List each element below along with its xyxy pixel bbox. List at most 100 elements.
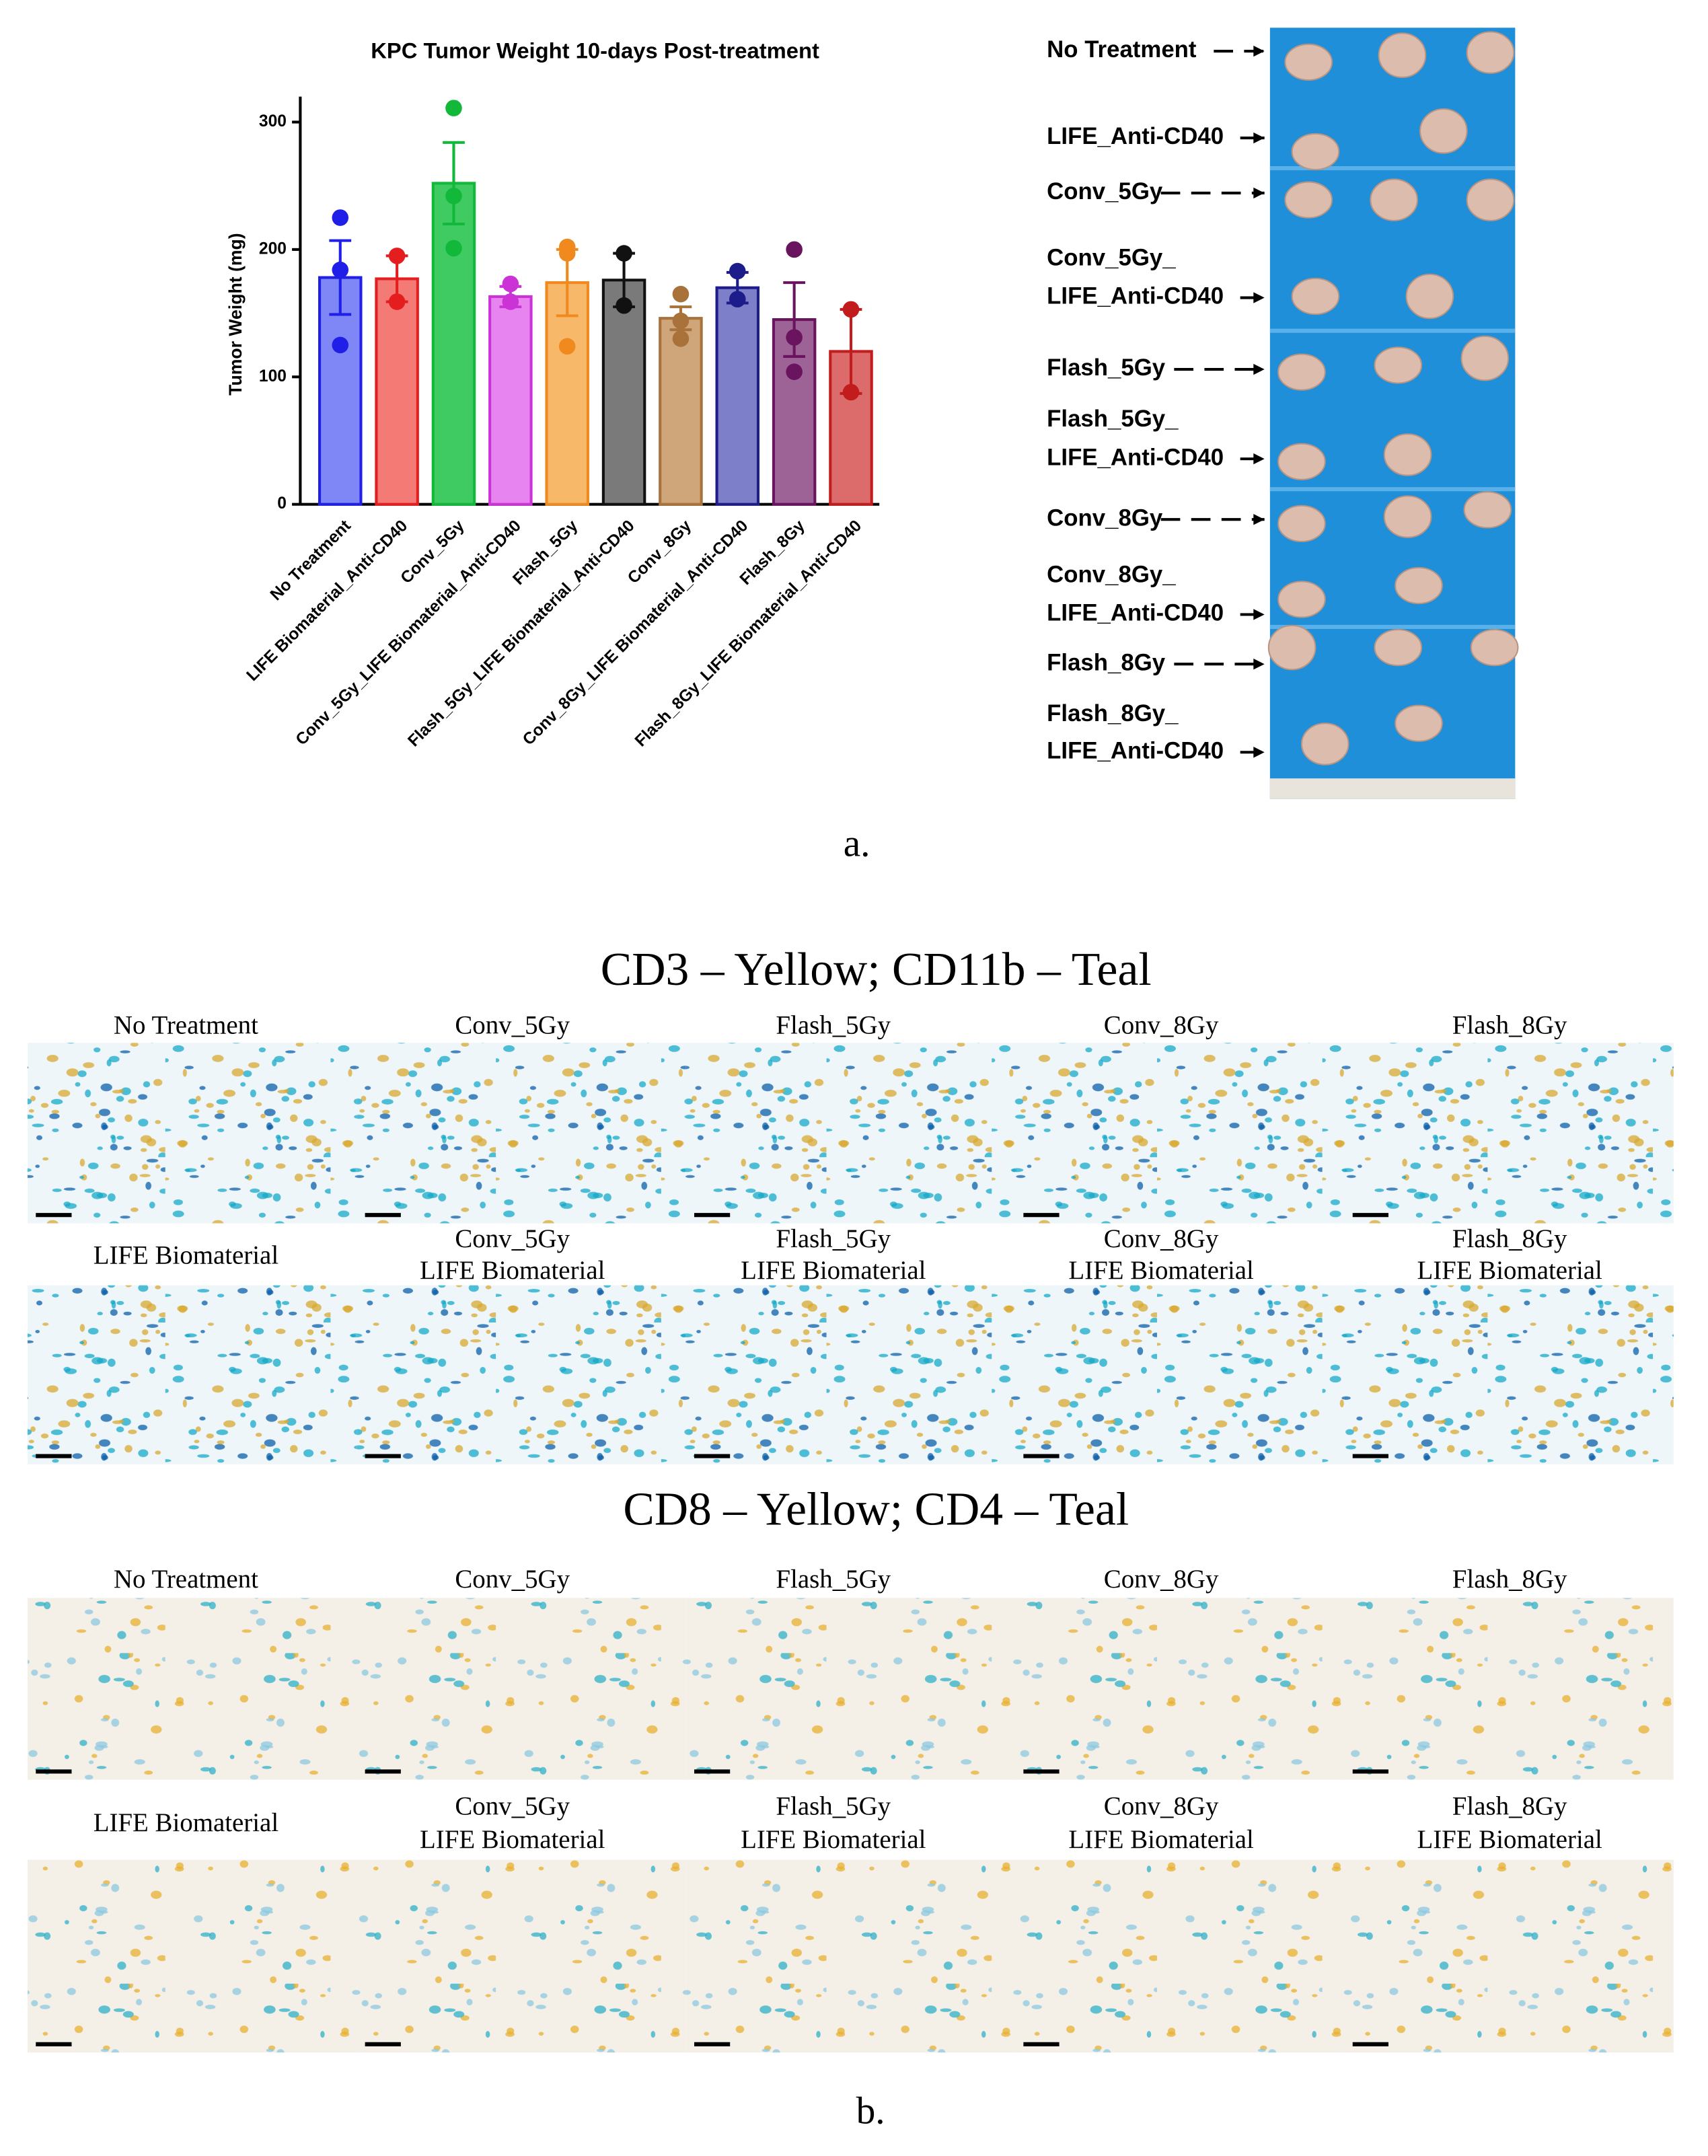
panel-title: CD3 – Yellow; CD11b – Teal	[601, 944, 1152, 996]
data-point	[445, 100, 462, 116]
bar	[715, 286, 760, 506]
tile-label: Flash_5Gy	[776, 1565, 891, 1594]
panel-title: CD8 – Yellow; CD4 – Teal	[623, 1484, 1129, 1536]
arrowhead	[1253, 609, 1265, 620]
photo-label: Flash_5Gy	[1047, 355, 1166, 381]
data-point	[672, 312, 690, 330]
tile-label: Conv_8Gy	[1104, 1224, 1219, 1253]
micrograph	[685, 1043, 1016, 1224]
tumor	[1460, 335, 1510, 381]
tumor	[1395, 704, 1443, 742]
tumor	[1267, 624, 1316, 671]
bar	[545, 281, 589, 506]
data-point	[502, 293, 519, 310]
tile-label: Flash_8Gy	[1452, 1011, 1567, 1040]
photo-label: Conv_8Gy	[1047, 505, 1163, 531]
data-point	[616, 245, 632, 262]
data-point	[332, 261, 349, 278]
data-point	[842, 301, 860, 318]
tile-label: No Treatment	[114, 1011, 258, 1040]
bar	[431, 182, 476, 506]
tile-label: Flash_8Gy	[1452, 1565, 1567, 1594]
ruler	[1269, 778, 1516, 799]
tumor	[1383, 433, 1432, 476]
arrowhead	[1253, 363, 1265, 375]
photo-label: Conv_5Gy_	[1047, 244, 1176, 270]
tumor	[1284, 43, 1333, 81]
data-point	[672, 285, 690, 303]
tile-label: LIFE Biomaterial	[1068, 1825, 1254, 1854]
data-point	[388, 293, 406, 310]
micrograph	[357, 1859, 686, 2053]
photo-label: LIFE_Anti-CD40	[1047, 283, 1224, 309]
micrograph	[1344, 1859, 1674, 2053]
y-tick-label: 100	[259, 367, 287, 385]
photo-label: No Treatment	[1047, 36, 1197, 63]
micrograph	[357, 1285, 686, 1464]
data-point	[558, 245, 576, 262]
photo-label: Flash_5Gy_	[1047, 406, 1179, 432]
micrograph	[1344, 1043, 1674, 1224]
tumor	[1466, 178, 1515, 221]
tumor	[1395, 566, 1443, 605]
tile-label: Flash_8Gy	[1452, 1792, 1567, 1821]
tumor	[1291, 133, 1340, 171]
micrograph	[27, 1285, 357, 1464]
tile-label: LIFE Biomaterial	[420, 1256, 605, 1285]
arrowhead	[1253, 514, 1265, 525]
data-point	[729, 262, 746, 280]
arrowhead	[1253, 187, 1265, 199]
micrograph	[357, 1598, 686, 1780]
tile-label: LIFE Biomaterial	[1417, 1256, 1602, 1285]
data-point	[616, 297, 632, 314]
data-point	[786, 241, 803, 258]
tile-label: Conv_5Gy	[455, 1224, 570, 1253]
data-point	[786, 363, 803, 380]
tile-label: No Treatment	[114, 1565, 258, 1594]
y-tick-label: 0	[277, 494, 287, 513]
tumor	[1277, 581, 1326, 618]
tile-label: LIFE Biomaterial	[94, 1241, 279, 1270]
photo-label: Conv_8Gy_	[1047, 561, 1176, 587]
micrograph	[1015, 1043, 1345, 1224]
micrograph	[1015, 1285, 1345, 1464]
data-point	[842, 383, 860, 401]
tumor	[1300, 722, 1349, 766]
bar	[601, 278, 646, 506]
data-point	[558, 338, 576, 355]
chart-title: KPC Tumor Weight 10-days Post-treatment	[371, 38, 819, 63]
tile-label: Conv_8Gy	[1104, 1565, 1219, 1594]
bar	[488, 295, 533, 506]
tile-label: LIFE Biomaterial	[1068, 1256, 1254, 1285]
micrograph	[1015, 1598, 1345, 1780]
photo-label: LIFE_Anti-CD40	[1047, 737, 1224, 764]
tumor	[1378, 32, 1427, 78]
caption: a.	[844, 823, 870, 865]
tumor	[1383, 495, 1432, 538]
tumor	[1405, 273, 1454, 320]
data-point	[445, 188, 462, 205]
tumor	[1284, 181, 1333, 219]
tumor	[1419, 108, 1468, 154]
photo-label: LIFE_Anti-CD40	[1047, 123, 1224, 149]
micrograph	[27, 1859, 357, 2053]
data-point	[445, 239, 462, 257]
micrograph	[1344, 1285, 1674, 1464]
data-point	[786, 329, 803, 346]
y-tick-label: 300	[259, 112, 287, 131]
tumor	[1374, 346, 1423, 384]
photo-label: LIFE_Anti-CD40	[1047, 444, 1224, 470]
photo-label: Flash_8Gy_	[1047, 700, 1179, 727]
tile-label: Flash_5Gy	[776, 1011, 891, 1040]
arrowhead	[1253, 45, 1265, 57]
tumor	[1277, 353, 1326, 391]
tile-label: LIFE Biomaterial	[94, 1808, 279, 1837]
tumor	[1374, 628, 1423, 667]
photo-label: Flash_8Gy	[1047, 649, 1166, 675]
bar	[659, 317, 703, 506]
micrograph	[685, 1598, 1016, 1780]
tumor	[1277, 505, 1326, 542]
data-point	[672, 330, 690, 347]
arrowhead	[1253, 747, 1265, 758]
